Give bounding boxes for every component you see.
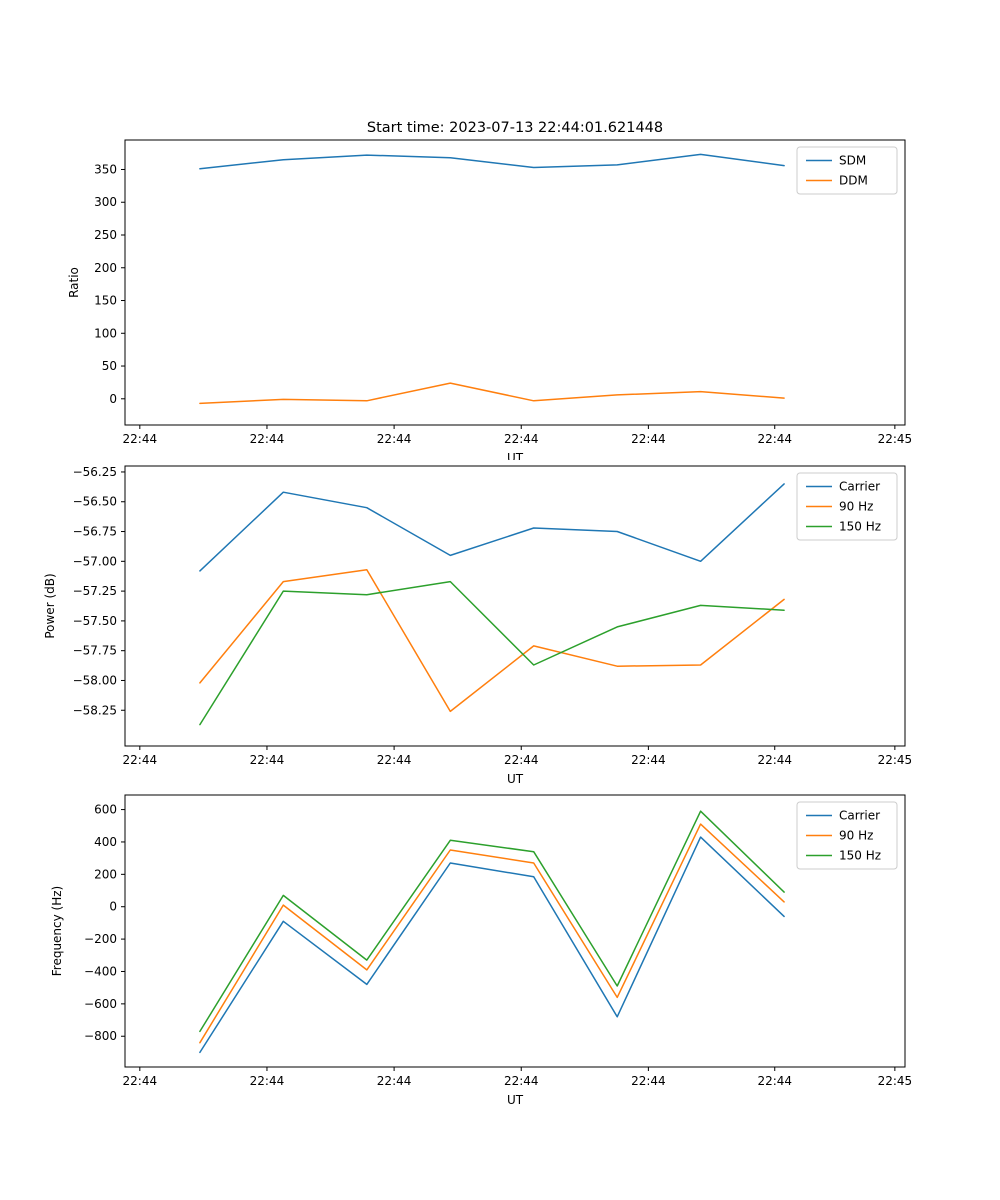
y-tick-label: 400 <box>94 835 117 849</box>
x-tick-label: 22:44 <box>504 432 539 446</box>
legend-box <box>796 801 898 870</box>
power-series-150-hz <box>199 580 785 726</box>
legend-label: 90 Hz <box>839 500 873 514</box>
frequency-axes: −800 −600 −400 −200 0 200 400 600 22:44 22:44 22:4… <box>50 794 913 1107</box>
ratio-series-ddm <box>199 382 785 405</box>
x-tick-label: 22:44 <box>757 432 792 446</box>
power-series-90-hz <box>199 568 785 713</box>
frequency-series-90-hz <box>199 823 785 1044</box>
y-tick-label: 200 <box>94 261 117 275</box>
y-tick-label: 0 <box>109 900 117 914</box>
x-tick-label: 22:44 <box>123 753 158 767</box>
x-tick-label: 22:45 <box>878 432 913 446</box>
figure-title: Start time: 2023-07-13 22:44:01.621448 <box>366 120 664 136</box>
x-tick-label: 22:44 <box>757 1074 792 1088</box>
y-tick-label: 0 <box>109 392 117 406</box>
legend-label: 150 Hz <box>839 520 881 534</box>
x-tick-label: 22:44 <box>631 753 666 767</box>
legend-label: 150 Hz <box>839 849 881 863</box>
y-tick-label: −58.00 <box>73 673 117 687</box>
y-tick-label: −600 <box>84 997 117 1011</box>
x-tick-label: 22:44 <box>250 1074 285 1088</box>
frequency-xlabel: UT <box>507 1093 524 1107</box>
y-tick-label: −57.50 <box>73 614 117 628</box>
y-tick-label: 300 <box>94 195 117 209</box>
legend-box <box>796 146 898 195</box>
x-tick-label: 22:45 <box>878 1074 913 1088</box>
y-tick-label: −57.00 <box>73 554 117 568</box>
legend-box <box>796 472 898 541</box>
ratio-series-sdm <box>199 153 785 170</box>
y-tick-label: 350 <box>94 162 117 176</box>
ratio-frame <box>124 139 906 426</box>
y-tick-label: 200 <box>94 867 117 881</box>
frequency-legend: Carrier 90 Hz 150 Hz <box>796 801 898 870</box>
power-series-carrier <box>199 483 785 572</box>
y-tick-label: −56.25 <box>73 465 117 479</box>
frequency-chart: −800 −600 −400 −200 0 200 400 600 22:44 22:44 22:4… <box>50 794 913 1107</box>
x-tick-label: 22:44 <box>123 432 158 446</box>
legend-label: 90 Hz <box>839 829 873 843</box>
y-tick-label: −56.50 <box>73 495 117 509</box>
y-tick-label: −58.25 <box>73 703 117 717</box>
power-legend: Carrier 90 Hz 150 Hz <box>796 472 898 541</box>
y-tick-label: −56.75 <box>73 525 117 539</box>
x-tick-label: 22:45 <box>878 753 913 767</box>
x-tick-label: 22:44 <box>631 1074 666 1088</box>
legend-label: SDM <box>839 154 866 168</box>
x-tick-label: 22:44 <box>504 753 539 767</box>
x-tick-label: 22:44 <box>250 753 285 767</box>
y-tick-label: −400 <box>84 964 117 978</box>
y-tick-label: 600 <box>94 803 117 817</box>
power-chart: −58.25 −58.00 −57.75 −57.50 −57.25 −57.00 −56.… <box>43 465 912 786</box>
y-tick-label: 150 <box>94 294 117 308</box>
x-tick-label: 22:44 <box>631 432 666 446</box>
legend-label: DDM <box>839 174 868 188</box>
frequency-frame <box>124 794 906 1068</box>
frequency-series-carrier <box>199 836 785 1054</box>
legend-label: Carrier <box>839 809 880 823</box>
power-frame <box>124 465 906 747</box>
ratio-xlabel: UT <box>507 451 524 460</box>
y-tick-label: −57.25 <box>73 584 117 598</box>
y-tick-label: 100 <box>94 326 117 340</box>
power-xlabel: UT <box>507 772 524 786</box>
ratio-axes: 0 50 100 150 200 250 300 350 22:44 22:44 22:44 22:4… <box>67 139 913 460</box>
x-tick-label: 22:44 <box>757 753 792 767</box>
ratio-chart: 0 50 100 150 200 250 300 350 22:44 22:44 22:44 22:4… <box>67 139 913 460</box>
y-tick-label: −800 <box>84 1029 117 1043</box>
y-tick-label: −200 <box>84 932 117 946</box>
y-tick-label: 50 <box>102 359 117 373</box>
power-axes: −58.25 −58.00 −57.75 −57.50 −57.25 −57.00 −56.… <box>43 465 912 786</box>
y-tick-label: −57.75 <box>73 644 117 658</box>
x-tick-label: 22:44 <box>123 1074 158 1088</box>
ratio-ylabel: Ratio <box>67 267 81 298</box>
power-ylabel: Power (dB) <box>43 573 57 638</box>
ratio-legend: SDM DDM <box>796 146 898 195</box>
x-tick-label: 22:44 <box>377 432 412 446</box>
x-tick-label: 22:44 <box>377 1074 412 1088</box>
x-tick-label: 22:44 <box>250 432 285 446</box>
x-tick-label: 22:44 <box>377 753 412 767</box>
frequency-series-150-hz <box>199 810 785 1033</box>
y-tick-label: 250 <box>94 228 117 242</box>
frequency-ylabel: Frequency (Hz) <box>50 886 64 977</box>
x-tick-label: 22:44 <box>504 1074 539 1088</box>
legend-label: Carrier <box>839 480 880 494</box>
